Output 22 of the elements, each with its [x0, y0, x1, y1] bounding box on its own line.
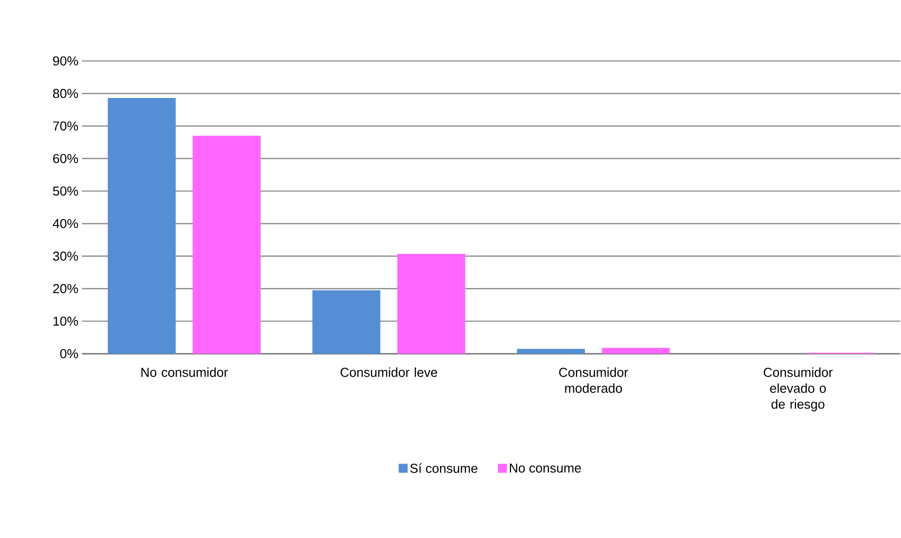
x-tick-label: Consumidor elevado o de riesgo: [764, 368, 833, 412]
y-tick-label: 80%: [53, 89, 78, 98]
bar: [192, 136, 261, 354]
x-tick-label: Consumidor moderado: [559, 368, 628, 394]
bar: [602, 348, 670, 354]
y-tick-label: 70%: [53, 122, 78, 131]
bar: [108, 98, 176, 354]
y-tick-label: 20%: [53, 284, 78, 294]
y-tick-label: 90%: [53, 56, 78, 66]
y-tick-label: 10%: [54, 316, 78, 326]
bar: [397, 254, 466, 354]
y-tick-label: 60%: [53, 154, 78, 164]
legend-label: No consume: [510, 464, 581, 473]
y-tick-label: 50%: [53, 186, 78, 196]
y-tick-label: 0%: [60, 349, 78, 358]
bar: [312, 290, 380, 354]
y-tick-label: 40%: [52, 219, 78, 228]
x-tick-label: Consumidor leve: [340, 368, 438, 378]
y-tick-label: 30%: [53, 252, 78, 261]
legend-label: Sí consume: [410, 463, 478, 474]
x-tick-label: No consumidor: [141, 368, 228, 378]
bar: [516, 349, 585, 354]
